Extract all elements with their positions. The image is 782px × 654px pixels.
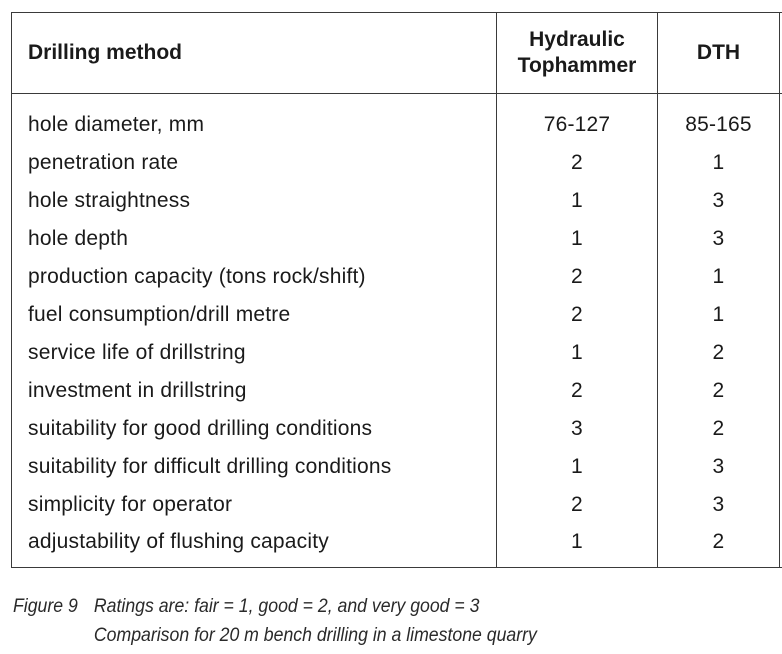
row-criterion: simplicity for operator [11,485,497,524]
row-hydraulic-value: 1 [496,447,658,486]
row-dth-value: 2 [657,371,780,410]
row-dth-value: 2 [657,333,780,372]
row-cut-off-cell [779,447,782,486]
row-cut-off-cell [779,523,782,568]
row-hydraulic-value: 2 [496,257,658,296]
row-criterion: hole diameter, mm [11,93,497,144]
table-row: investment in drillstring 2 2 [11,371,782,410]
caption-line-2: Comparison for 20 m bench drilling in a … [13,621,537,650]
comparison-table-container: Drilling method Hydraulic Tophammer DTH … [11,12,782,570]
row-cut-off-cell [779,333,782,372]
table-row: production capacity (tons rock/shift) 2 … [11,257,782,296]
figure-label: Figure 9 [13,596,78,617]
row-criterion: suitability for difficult drilling condi… [11,447,497,486]
row-cut-off-cell [779,409,782,448]
row-criterion: service life of drillstring [11,333,497,372]
row-hydraulic-value: 1 [496,333,658,372]
table-row: hole straightness 1 3 [11,181,782,220]
row-hydraulic-value: 3 [496,409,658,448]
header-hydraulic-line2: Tophammer [517,54,637,77]
drilling-method-comparison-table: Drilling method Hydraulic Tophammer DTH … [11,12,782,568]
row-criterion: production capacity (tons rock/shift) [11,257,497,296]
row-criterion: fuel consumption/drill metre [11,295,497,334]
row-cut-off-cell [779,485,782,524]
row-cut-off-cell [779,143,782,182]
header-cut-off-column [779,12,782,94]
row-dth-value: 85-165 [657,93,780,144]
row-dth-value: 3 [657,485,780,524]
table-row: hole depth 1 3 [11,219,782,258]
row-dth-value: 3 [657,181,780,220]
header-hydraulic-line1: Hydraulic [529,28,625,51]
row-dth-value: 2 [657,409,780,448]
row-cut-off-cell [779,257,782,296]
row-criterion: hole depth [11,219,497,258]
row-cut-off-cell [779,219,782,258]
row-cut-off-cell [779,371,782,410]
row-cut-off-cell [779,93,782,144]
row-criterion: investment in drillstring [11,371,497,410]
table-row: simplicity for operator 2 3 [11,485,782,524]
table-header-row: Drilling method Hydraulic Tophammer DTH [11,12,782,94]
table-row: fuel consumption/drill metre 2 1 [11,295,782,334]
row-hydraulic-value: 2 [496,371,658,410]
row-hydraulic-value: 2 [496,143,658,182]
caption-comparison-text: Comparison for 20 m bench drilling in a … [93,625,537,646]
header-dth: DTH [657,12,780,94]
row-dth-value: 1 [657,257,780,296]
row-criterion: suitability for good drilling conditions [11,409,497,448]
row-hydraulic-value: 2 [496,295,658,334]
table-row: penetration rate 2 1 [11,143,782,182]
row-hydraulic-value: 2 [496,485,658,524]
row-criterion: hole straightness [11,181,497,220]
header-drilling-method: Drilling method [11,12,497,94]
row-cut-off-cell [779,181,782,220]
row-hydraulic-value: 1 [496,181,658,220]
caption-line-1: Figure 9 Ratings are: fair = 1, good = 2,… [13,592,537,621]
row-cut-off-cell [779,295,782,334]
row-hydraulic-value: 1 [496,219,658,258]
row-dth-value: 1 [657,295,780,334]
row-dth-value: 2 [657,523,780,568]
row-dth-value: 3 [657,447,780,486]
table-row: adjustability of flushing capacity 1 2 [11,523,782,568]
header-hydraulic-tophammer: Hydraulic Tophammer [496,12,658,94]
row-dth-value: 3 [657,219,780,258]
row-hydraulic-value: 1 [496,523,658,568]
row-hydraulic-value: 76-127 [496,93,658,144]
caption-ratings-text: Ratings are: fair = 1, good = 2, and ver… [93,596,480,617]
table-row: suitability for good drilling conditions… [11,409,782,448]
figure-caption: Figure 9 Ratings are: fair = 1, good = 2,… [13,592,537,650]
row-dth-value: 1 [657,143,780,182]
row-criterion: penetration rate [11,143,497,182]
table-row: hole diameter, mm 76-127 85-165 [11,93,782,144]
table-row: service life of drillstring 1 2 [11,333,782,372]
row-criterion: adjustability of flushing capacity [11,523,497,568]
table-row: suitability for difficult drilling condi… [11,447,782,486]
